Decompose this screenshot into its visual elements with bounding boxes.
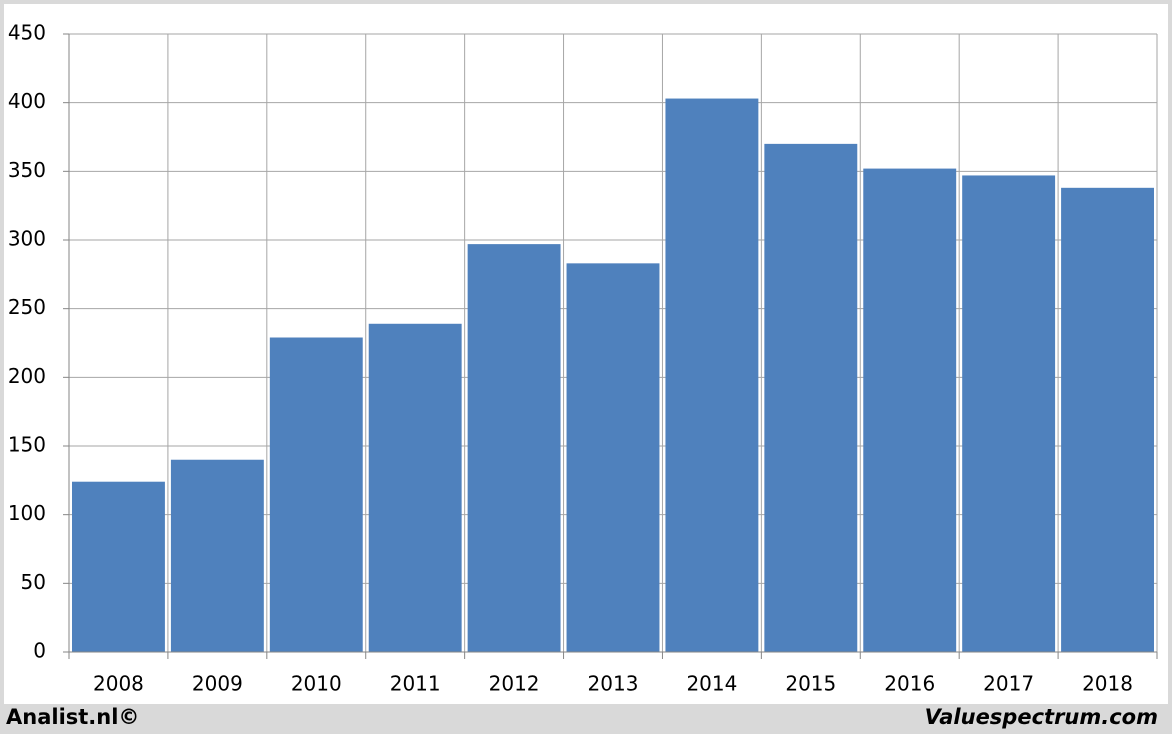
x-tick-label: 2014 [686, 672, 737, 696]
bar [764, 143, 858, 652]
x-tick-label: 2017 [983, 672, 1034, 696]
bar [665, 98, 759, 652]
x-tick-label: 2010 [291, 672, 342, 696]
y-tick-label: 300 [8, 227, 46, 251]
x-tick-label: 2009 [192, 672, 243, 696]
bar [269, 337, 363, 652]
y-tick-label: 150 [8, 433, 46, 457]
bar [962, 175, 1056, 652]
y-tick-label: 400 [8, 89, 46, 113]
x-tick-label: 2013 [588, 672, 639, 696]
footer-left: Analist.nl© [6, 705, 139, 729]
bar [368, 323, 462, 652]
y-tick-label: 200 [8, 364, 46, 388]
x-tick-label: 2018 [1082, 672, 1133, 696]
x-tick-label: 2008 [93, 672, 144, 696]
y-tick-label: 50 [21, 570, 46, 594]
bar [72, 481, 165, 652]
y-tick-label: 350 [8, 158, 46, 182]
y-tick-label: 0 [33, 639, 46, 663]
y-tick-label: 450 [8, 21, 46, 45]
bar [467, 244, 561, 652]
x-tick-label: 2012 [489, 672, 540, 696]
x-tick-label: 2011 [390, 672, 441, 696]
bar [863, 168, 957, 652]
x-tick-label: 2015 [785, 672, 836, 696]
bar [1061, 187, 1154, 652]
y-tick-label: 100 [8, 501, 46, 525]
x-tick-label: 2016 [884, 672, 935, 696]
bar [170, 459, 264, 652]
footer-right: Valuespectrum.com [925, 705, 1158, 729]
bar [566, 263, 660, 652]
y-tick-label: 250 [8, 295, 46, 319]
